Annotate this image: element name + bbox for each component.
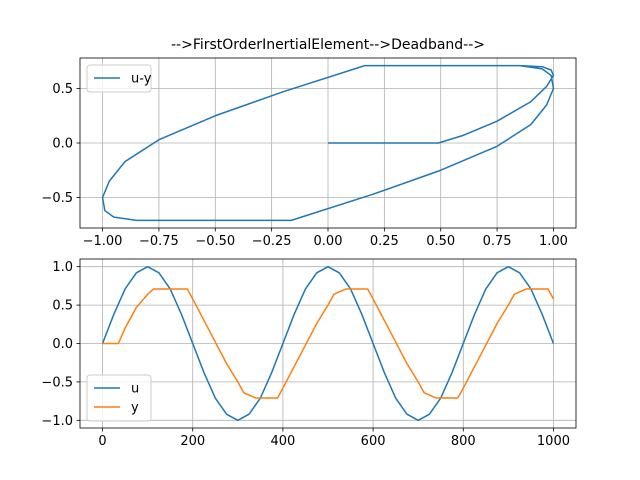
- series-line-u-y: [101, 64, 555, 222]
- y-tick-label: −0.5: [41, 191, 73, 206]
- bottom-plot: 0 200 400 600 800 1000 −1.0 −0.5 0.0 0.5 1.0 uy: [41, 258, 577, 449]
- chart-title: -->FirstOrderInertialElement-->Deadband-…: [171, 37, 485, 53]
- series-line-u: [101, 265, 555, 422]
- x-tick-label: −1.00: [83, 234, 123, 249]
- legend-label-u-y: u-y: [131, 72, 152, 87]
- x-tick-label: 1.00: [539, 234, 568, 249]
- top-plot-legend: u-y: [86, 64, 152, 93]
- x-tick-label: 0.00: [314, 234, 343, 249]
- legend-box: [86, 374, 152, 422]
- legend-label-y: y: [131, 401, 139, 416]
- y-tick-label: −1.0: [41, 414, 73, 429]
- top-plot: −1.00 −0.75 −0.50 −0.25 0.00 0.25 0.50 0.75 1.00…: [41, 57, 577, 249]
- x-tick-label: 600: [361, 434, 386, 449]
- x-tick-label: −0.75: [139, 234, 179, 249]
- bottom-plot-legend: uy: [86, 374, 152, 422]
- y-tick-label: −0.5: [41, 375, 73, 390]
- y-tick-label: 0.0: [52, 137, 73, 152]
- y-tick-label: 0.5: [52, 82, 73, 97]
- bottom-plot-lines: [101, 265, 555, 422]
- x-tick-label: 0.50: [426, 234, 455, 249]
- top-plot-lines: [101, 64, 555, 222]
- top-plot-ticks: −1.00 −0.75 −0.50 −0.25 0.00 0.25 0.50 0.75 1.00…: [41, 82, 568, 249]
- x-tick-label: 200: [180, 434, 205, 449]
- legend-label-u: u: [131, 382, 139, 397]
- x-tick-label: 0.75: [483, 234, 512, 249]
- series-line-y: [102, 288, 555, 399]
- bottom-plot-ticks: 0 200 400 600 800 1000 −1.0 −0.5 0.0 0.5 1.0: [41, 260, 570, 449]
- x-tick-label: 0.25: [370, 234, 399, 249]
- x-tick-label: 0: [98, 434, 106, 449]
- y-tick-label: 1.0: [52, 260, 73, 275]
- x-tick-label: −0.25: [252, 234, 292, 249]
- x-tick-label: 1000: [537, 434, 570, 449]
- x-tick-label: −0.50: [195, 234, 235, 249]
- y-tick-label: 0.0: [52, 337, 73, 352]
- y-tick-label: 0.5: [52, 299, 73, 314]
- x-tick-label: 800: [451, 434, 476, 449]
- x-tick-label: 400: [270, 434, 295, 449]
